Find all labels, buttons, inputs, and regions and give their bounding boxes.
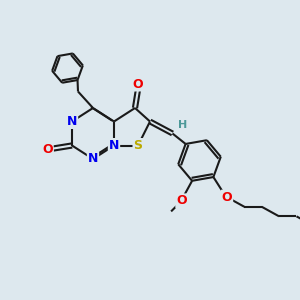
Text: N: N [88,152,98,166]
Text: S: S [134,139,142,152]
Text: O: O [42,143,53,157]
Text: H: H [178,120,188,130]
Text: N: N [67,115,77,128]
Text: O: O [222,190,232,204]
Text: N: N [109,139,119,152]
Text: O: O [176,194,187,207]
Text: O: O [133,77,143,91]
